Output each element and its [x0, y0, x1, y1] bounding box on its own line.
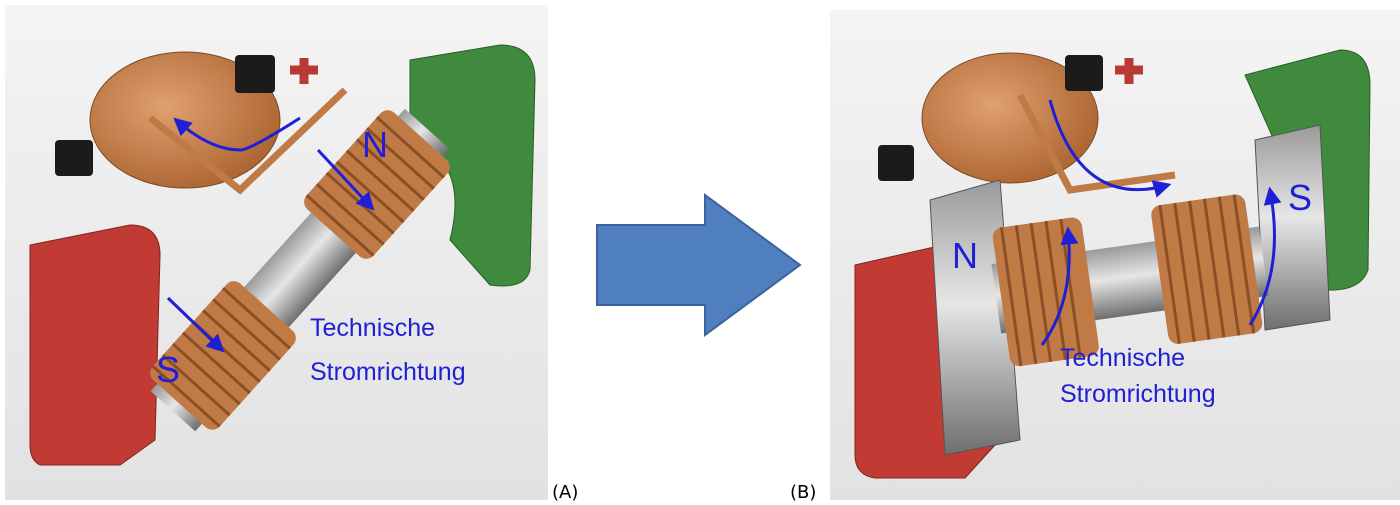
- annotation: Stromrichtung: [1060, 380, 1216, 408]
- figure: N S Technische Stromrichtung (A) (B) N S…: [0, 0, 1400, 505]
- brush: [55, 140, 93, 176]
- pole-label: S: [1288, 177, 1312, 218]
- panel-a: N S Technische Stromrichtung: [5, 5, 548, 500]
- annotation: Stromrichtung: [310, 358, 466, 386]
- brush: [235, 55, 275, 93]
- pole-label: N: [952, 235, 978, 276]
- transition-arrow: [597, 195, 800, 335]
- brush: [878, 145, 914, 181]
- annotation: Technische: [310, 314, 435, 342]
- pole-label: N: [362, 124, 388, 165]
- panel-caption: (A): [552, 482, 578, 503]
- panel-b: N S Technische Stromrichtung: [830, 10, 1400, 500]
- red-magnet: [30, 225, 160, 465]
- pole-shoe: [1255, 125, 1330, 330]
- pole-label: S: [156, 349, 180, 390]
- annotation: Technische: [1060, 344, 1185, 372]
- brush: [1065, 55, 1103, 91]
- panel-caption: (B): [790, 482, 816, 503]
